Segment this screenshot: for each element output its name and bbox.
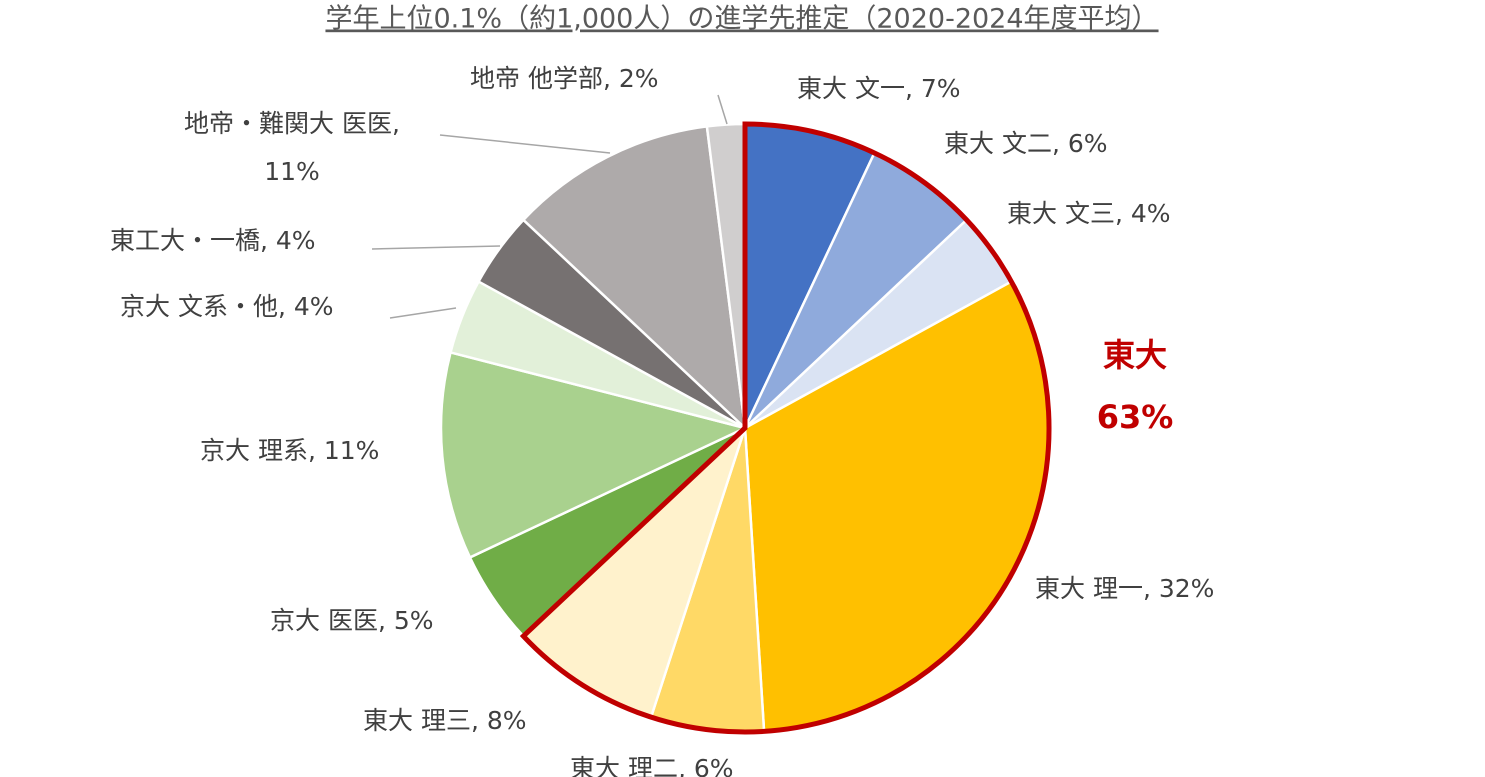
leader-line	[371, 245, 501, 250]
data-label: 京大 理系, 11%	[200, 436, 379, 465]
data-label: 11%	[264, 157, 320, 186]
annotation: 63%	[1097, 398, 1174, 436]
pie-slice	[439, 350, 749, 560]
data-label: 東大 理三, 8%	[363, 706, 527, 735]
data-label: 東大 文一, 7%	[797, 74, 961, 103]
data-label: 地帝・難関大 医医,	[184, 109, 400, 138]
data-label: 京大 文系・他, 4%	[120, 292, 334, 321]
leader-line	[389, 307, 457, 319]
annotation: 東大	[1103, 336, 1167, 374]
leader-line	[439, 134, 611, 154]
leader-line	[717, 94, 728, 125]
chart-title: 学年上位0.1%（約1,000人）の進学先推定（2020-2024年度平均）	[325, 4, 1158, 35]
highlight-outline	[519, 121, 1052, 735]
data-label: 京大 医医, 5%	[270, 606, 434, 635]
data-label: 東工大・一橋, 4%	[110, 226, 316, 255]
data-label: 東大 理一, 32%	[1035, 574, 1214, 603]
data-label: 地帝 他学部, 2%	[470, 64, 659, 93]
data-label: 東大 理二, 6%	[570, 754, 734, 777]
data-label: 東大 文三, 4%	[1007, 199, 1171, 228]
data-label: 東大 文二, 6%	[944, 129, 1108, 158]
pie-slice	[521, 124, 747, 432]
